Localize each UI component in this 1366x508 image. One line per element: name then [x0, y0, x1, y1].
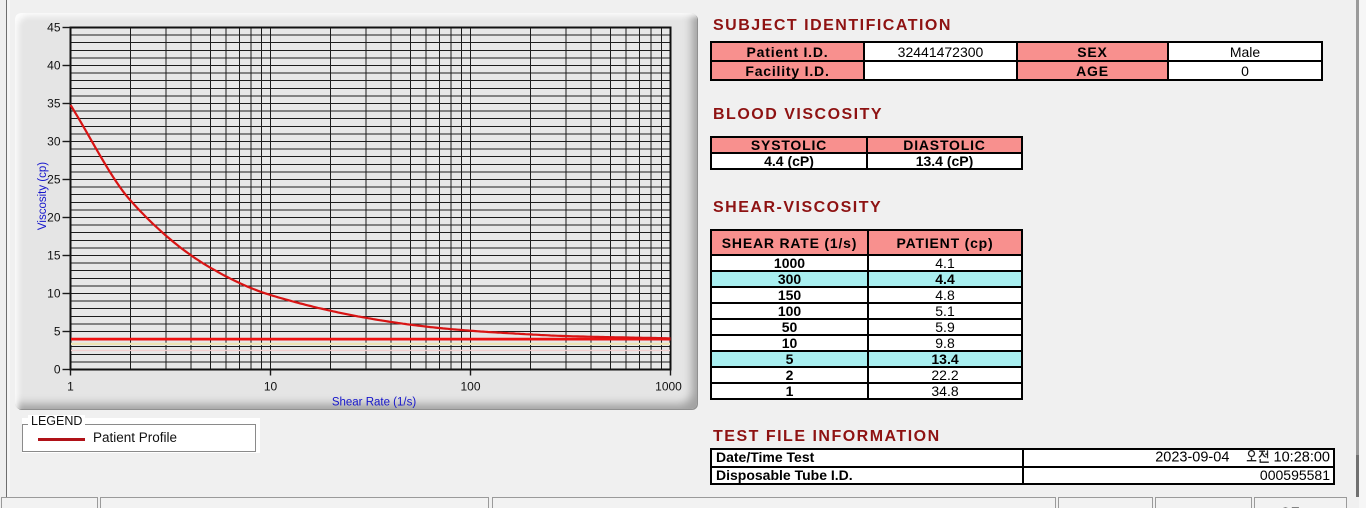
svg-text:1000: 1000 — [655, 380, 682, 394]
svg-text:10: 10 — [264, 380, 278, 394]
svg-text:100: 100 — [460, 380, 480, 394]
svg-text:30: 30 — [47, 135, 61, 149]
svg-text:20: 20 — [47, 211, 61, 225]
svg-text:0: 0 — [54, 363, 61, 377]
svg-text:25: 25 — [47, 173, 61, 187]
svg-text:45: 45 — [47, 21, 61, 35]
svg-text:35: 35 — [47, 97, 61, 111]
svg-text:40: 40 — [47, 59, 61, 73]
svg-text:15: 15 — [47, 249, 61, 263]
svg-text:5: 5 — [54, 325, 61, 339]
svg-text:1: 1 — [67, 380, 74, 394]
svg-text:Viscosity (cp): Viscosity (cp) — [37, 162, 49, 230]
svg-text:10: 10 — [47, 287, 61, 301]
svg-text:Shear Rate (1/s): Shear Rate (1/s) — [332, 397, 417, 409]
